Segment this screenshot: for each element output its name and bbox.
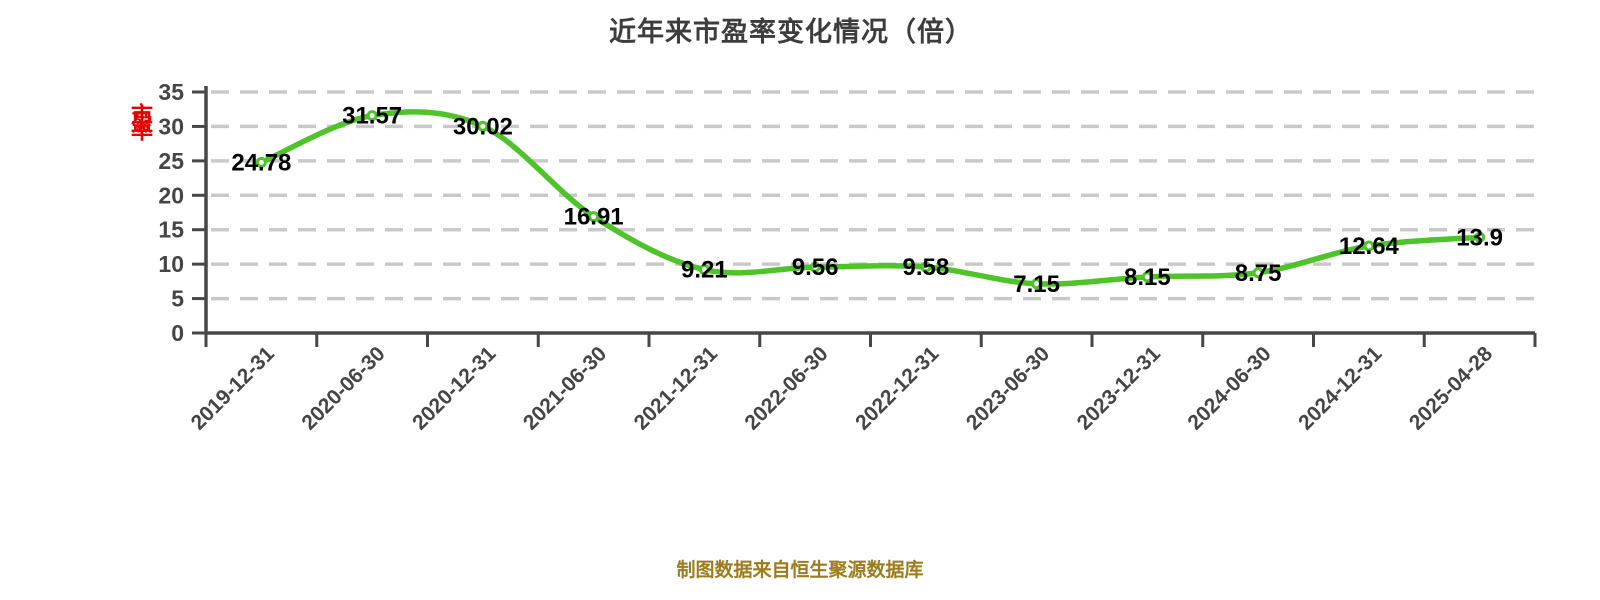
data-point-marker: [1363, 240, 1375, 252]
data-point-markers: [255, 110, 1486, 290]
data-point-marker: [255, 156, 267, 168]
y-tick-label: 20: [158, 182, 184, 208]
value-label: 13.9: [1456, 224, 1503, 251]
value-label: 24.78: [231, 149, 291, 176]
value-label: 16.91: [564, 204, 624, 231]
data-point-marker: [1474, 231, 1486, 243]
data-point-marker: [809, 261, 821, 273]
y-tick-label: 15: [158, 217, 184, 243]
x-tick-labels: 2019-12-31 2020-06-30 2020-12-31 2021-06-30…: [187, 342, 1498, 434]
y-tick-labels: 0 5 10 15 20 25 30 35: [158, 79, 184, 346]
x-tick-label: 2021-06-30: [519, 342, 611, 434]
y-tick-label: 10: [158, 251, 184, 277]
x-tick-label: 2021-12-31: [630, 342, 722, 434]
x-tick-label: 2022-12-31: [851, 342, 943, 434]
source-note: 制图数据来自恒生聚源数据库: [676, 560, 924, 581]
data-point-marker: [477, 120, 489, 132]
pe-line: [258, 109, 1483, 287]
data-point-marker: [1252, 267, 1264, 279]
value-label: 30.02: [453, 113, 513, 140]
value-label: 8.15: [1124, 264, 1171, 291]
y-tick-label: 25: [158, 148, 184, 174]
data-point-marker: [920, 261, 932, 273]
chart-title: 近年来市盈率变化情况（倍）: [609, 17, 973, 47]
series-line: [258, 109, 1483, 287]
x-tick-label: 2024-12-31: [1294, 342, 1386, 434]
y-tick-label: 5: [171, 286, 184, 312]
axes: [192, 86, 1537, 347]
x-tick-label: 2020-12-31: [408, 342, 500, 434]
y-tick-label: 35: [158, 79, 184, 105]
x-tick-label: 2022-06-30: [740, 342, 832, 434]
value-label: 7.15: [1013, 271, 1060, 298]
x-tick-label: 2023-06-30: [962, 342, 1054, 434]
y-tick-label: 30: [158, 113, 184, 139]
data-point-marker: [588, 211, 600, 223]
value-label: 8.75: [1235, 260, 1282, 287]
x-tick-label: 2025-04-28: [1405, 342, 1497, 434]
x-tick-label: 2020-06-30: [297, 342, 389, 434]
x-tick-label: 2023-12-31: [1073, 342, 1165, 434]
gridlines: [211, 90, 1535, 301]
data-point-marker: [698, 264, 710, 276]
y-tick-label: 0: [171, 320, 184, 346]
y-axis-label: 市盈率: [128, 103, 153, 127]
value-labels: 24.78 31.57 30.02 16.91 9.21 9.56 9.58 7.15 8.15…: [231, 103, 1503, 298]
value-label: 12.64: [1339, 233, 1400, 260]
data-point-marker: [1031, 278, 1043, 290]
data-point-marker: [1141, 271, 1153, 283]
data-point-marker: [366, 110, 378, 122]
value-label: 9.21: [681, 257, 728, 284]
value-label: 9.56: [792, 254, 839, 281]
x-tick-label: 2019-12-31: [187, 342, 279, 434]
value-label: 31.57: [342, 103, 402, 130]
value-label: 9.58: [903, 254, 950, 281]
x-tick-label: 2024-06-30: [1183, 342, 1275, 434]
